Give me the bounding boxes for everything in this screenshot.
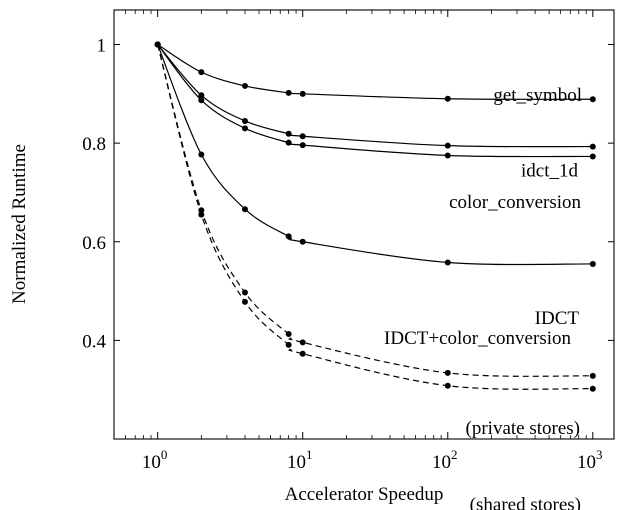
series-5-point-1 xyxy=(198,211,205,218)
series-1-point-1 xyxy=(198,92,205,99)
series-3-point-3 xyxy=(285,233,292,240)
series-2-point-3 xyxy=(285,139,292,146)
series-label-3: IDCT xyxy=(535,308,580,329)
series-0-point-5 xyxy=(444,95,451,102)
series-layer xyxy=(154,41,596,392)
series-2-point-4 xyxy=(299,142,306,149)
series-2-point-2 xyxy=(241,125,248,132)
series-1-point-6 xyxy=(589,143,596,150)
x-tick-label: 100 xyxy=(142,447,168,473)
series-4-point-3 xyxy=(285,330,292,337)
series-label-2: color_conversion xyxy=(449,192,581,213)
series-1-point-3 xyxy=(285,130,292,137)
series-4-point-6 xyxy=(589,372,596,379)
series-0-point-4 xyxy=(299,90,306,97)
series-labels: get_symbol idct_1d color_conversion IDCT (pr… xyxy=(384,85,582,510)
series-3-point-2 xyxy=(241,206,248,213)
y-tick-label: 0.6 xyxy=(82,233,106,254)
series-2-point-1 xyxy=(198,97,205,104)
x-tick-label: 103 xyxy=(577,447,603,473)
series-1-point-5 xyxy=(444,142,451,149)
series-label-4: (private stores) xyxy=(466,418,580,439)
series-1-point-4 xyxy=(299,133,306,140)
y-tick-label: 0.4 xyxy=(82,331,106,352)
y-tick-label: 0.8 xyxy=(82,134,106,155)
series-5-point-0 xyxy=(154,41,161,48)
series-5-point-4 xyxy=(299,350,306,357)
series-label-5: (shared stores) xyxy=(470,494,581,510)
series-4-point-2 xyxy=(241,289,248,296)
series-label-0: get_symbol xyxy=(493,85,582,106)
series-5-point-3 xyxy=(285,341,292,348)
y-tick-label: 1 xyxy=(97,36,107,57)
plot-frame xyxy=(113,9,615,440)
series-label-1: idct_1d xyxy=(521,160,578,181)
annotation-label: IDCT+color_conversion xyxy=(384,328,571,349)
x-tick-label: 101 xyxy=(287,447,313,473)
series-5-point-5 xyxy=(444,382,451,389)
series-5-point-6 xyxy=(589,385,596,392)
series-3-point-1 xyxy=(198,151,205,158)
series-line-3 xyxy=(157,44,593,266)
tick-labels: 0.4 0.6 0.8 1 100 101 102 103 xyxy=(82,36,602,473)
y-axis-title: Normalized Runtime xyxy=(9,144,30,304)
series-2-point-6 xyxy=(589,153,596,160)
series-1-point-2 xyxy=(241,117,248,124)
series-4-point-5 xyxy=(444,369,451,376)
axis-ticks xyxy=(113,10,614,439)
series-0-point-6 xyxy=(589,96,596,103)
x-tick-label: 102 xyxy=(432,447,458,473)
series-3-point-4 xyxy=(299,238,306,245)
series-3-point-5 xyxy=(444,259,451,266)
series-2-point-5 xyxy=(444,152,451,159)
series-0-point-2 xyxy=(241,82,248,89)
series-4-point-4 xyxy=(299,339,306,346)
series-0-point-3 xyxy=(285,89,292,96)
series-3-point-6 xyxy=(589,260,596,267)
series-0-point-1 xyxy=(198,69,205,76)
series-5-point-2 xyxy=(241,298,248,305)
x-axis-title: Accelerator Speedup xyxy=(285,484,444,505)
